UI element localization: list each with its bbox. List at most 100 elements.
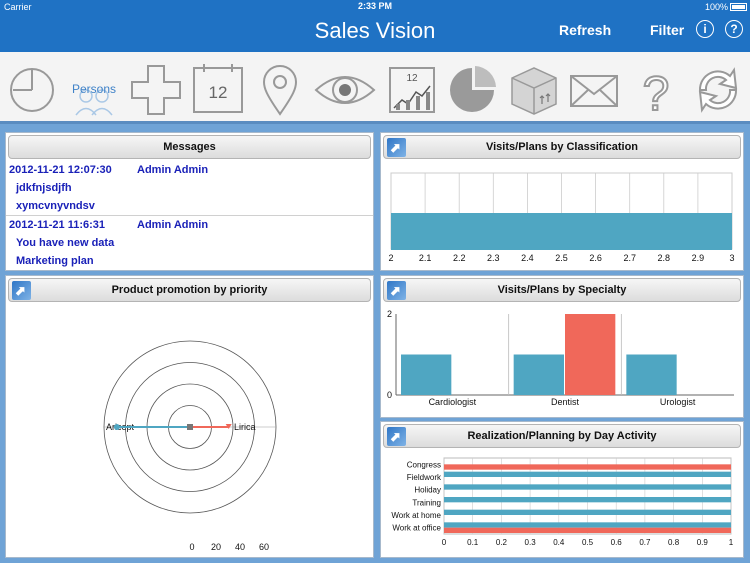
pie-segment-icon[interactable] [4, 60, 60, 118]
messages-panel: Messages 2012-11-21 12:07:30 Admin Admin… [5, 132, 374, 271]
plus-icon[interactable] [128, 60, 184, 118]
carrier-label: Carrier [4, 2, 32, 12]
sync-icon[interactable] [690, 60, 746, 118]
y-tick-label: Fieldwork [407, 473, 442, 482]
bar [444, 497, 731, 503]
y-tick-label: 0 [387, 390, 392, 400]
classification-panel: Visits/Plans by Classification 2 2.1 2.2 2.… [380, 132, 744, 271]
y-tick-label: Work at home [391, 511, 441, 520]
message-text[interactable]: Marketing plan [16, 255, 94, 267]
radar-tick-label: 0 [189, 542, 194, 552]
eye-icon[interactable] [314, 60, 376, 118]
bar [444, 484, 731, 490]
message-date[interactable]: 2012-11-21 12:07:30 [9, 164, 112, 176]
specialty-header: Visits/Plans by Specialty [383, 278, 741, 302]
help-icon[interactable]: ? [725, 20, 743, 38]
x-tick-label: 2.7 [623, 253, 636, 263]
x-tick-label: 0.4 [553, 538, 565, 547]
report-day: 12 [406, 73, 418, 84]
message-author[interactable]: Admin Admin [137, 164, 209, 176]
bar [444, 522, 731, 528]
nav-bar: Sales Vision Refresh Filter i ? [0, 14, 750, 52]
question-icon[interactable]: ? [628, 60, 684, 122]
bar [444, 509, 731, 515]
y-tick-label: 2 [387, 309, 392, 319]
activity-title: Realization/Planning by Day Activity [467, 430, 657, 442]
expand-icon[interactable] [387, 280, 406, 302]
message-text[interactable]: xymcvnyvndsv [16, 200, 95, 212]
bar [444, 471, 731, 477]
activity-panel: Realization/Planning by Day Activity 0 0.… [380, 421, 744, 558]
envelope-icon[interactable] [566, 60, 622, 118]
x-tick-label: 2.1 [419, 253, 432, 263]
messages-title: Messages [163, 141, 216, 153]
x-tick-label: 3 [729, 253, 734, 263]
radar-point [113, 424, 120, 430]
calendar-chart-icon[interactable]: 12 [384, 60, 440, 118]
box-icon[interactable] [506, 60, 562, 118]
x-tick-label: 2.4 [521, 253, 534, 263]
filter-button[interactable]: Filter [650, 22, 685, 38]
location-pin-icon[interactable] [252, 60, 308, 118]
x-tick-label: 0.9 [697, 538, 709, 547]
x-tick-label: 2.2 [453, 253, 466, 263]
radar-tick-label: 60 [259, 542, 269, 552]
svg-text:?: ? [643, 68, 670, 118]
app-title: Sales Vision [314, 18, 436, 43]
x-tick-label: 0.1 [467, 538, 479, 547]
classification-title: Visits/Plans by Classification [485, 141, 639, 153]
expand-icon[interactable] [387, 137, 406, 159]
expand-icon[interactable] [12, 280, 31, 302]
classification-chart: 2 2.1 2.2 2.3 2.4 2.5 2.6 2.7 2.8 2.9 3 [388, 172, 735, 263]
message-divider [6, 215, 373, 216]
message-date[interactable]: 2012-11-21 11:6:31 [9, 219, 106, 231]
message-text[interactable]: You have new data [16, 237, 115, 249]
x-tick-label: 0.3 [525, 538, 537, 547]
message-author[interactable]: Admin Admin [137, 219, 209, 231]
calendar-icon[interactable]: 12 [190, 60, 246, 118]
x-tick-label: 2.9 [692, 253, 705, 263]
x-tick-label: 2.6 [589, 253, 602, 263]
radar-center-marker [187, 424, 193, 430]
x-tick-label: 2 [388, 253, 393, 263]
refresh-button[interactable]: Refresh [559, 22, 612, 38]
y-tick-label: Holiday [414, 486, 441, 495]
x-tick-label: 0.6 [611, 538, 623, 547]
specialty-panel: Visits/Plans by Specialty 0 2 Cardiologist… [380, 275, 744, 418]
y-tick-label: Training [412, 498, 441, 507]
activity-header: Realization/Planning by Day Activity [383, 424, 741, 448]
bar [401, 354, 452, 395]
radar-point [225, 424, 232, 429]
messages-header: Messages [8, 135, 371, 159]
radar-tick-label: 20 [211, 542, 221, 552]
x-tick-label: 1 [729, 538, 734, 547]
pie-chart-icon[interactable] [444, 60, 500, 118]
bar [444, 464, 731, 470]
info-icon[interactable]: i [696, 20, 714, 38]
y-tick-label: Congress [407, 460, 441, 469]
x-tick-label: 0.8 [668, 538, 680, 547]
x-tick-label: 0.5 [582, 538, 594, 547]
bar [626, 354, 677, 395]
x-tick-label: Dentist [551, 397, 580, 407]
radar-axis-label: Lirica [234, 422, 256, 432]
x-tick-label: Cardiologist [429, 397, 477, 407]
x-tick-label: 2.8 [658, 253, 671, 263]
persons-label: Persons [71, 82, 117, 96]
promotion-header: Product promotion by priority [8, 278, 371, 302]
x-tick-label: 0 [442, 538, 447, 547]
x-tick-label: Urologist [660, 397, 696, 407]
y-tick-label: Work at office [392, 524, 441, 533]
battery-icon [730, 3, 747, 11]
bar [444, 527, 731, 533]
bar [513, 354, 564, 395]
message-text[interactable]: jdkfnjsdjfh [16, 182, 72, 194]
specialty-title: Visits/Plans by Specialty [497, 284, 627, 296]
bar [391, 213, 732, 250]
persons-button[interactable]: Persons [66, 60, 122, 118]
promotion-title: Product promotion by priority [111, 284, 268, 296]
x-tick-label: 0.2 [496, 538, 508, 547]
expand-icon[interactable] [387, 426, 406, 448]
clock: 2:33 PM [357, 1, 392, 11]
